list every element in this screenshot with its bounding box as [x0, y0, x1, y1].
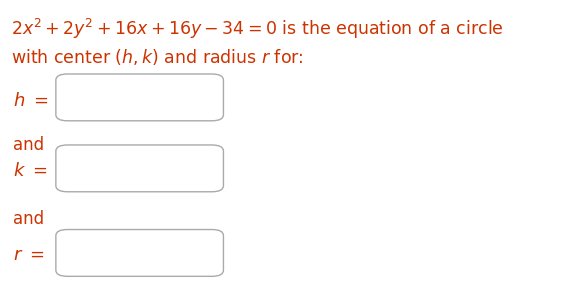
- FancyBboxPatch shape: [56, 145, 223, 192]
- Text: and: and: [13, 210, 44, 228]
- Text: $k\ =$: $k\ =$: [13, 162, 48, 180]
- Text: $h\ =$: $h\ =$: [13, 92, 49, 110]
- Text: and: and: [13, 136, 44, 154]
- FancyBboxPatch shape: [56, 230, 223, 276]
- FancyBboxPatch shape: [56, 74, 223, 121]
- Text: with center $(h, k)$ and radius $r$ for:: with center $(h, k)$ and radius $r$ for:: [11, 47, 303, 67]
- Text: $r\ =$: $r\ =$: [13, 246, 45, 264]
- Text: $2x^2 + 2y^2 + 16x + 16y - 34 = 0$ is the equation of a circle: $2x^2 + 2y^2 + 16x + 16y - 34 = 0$ is th…: [11, 17, 503, 41]
